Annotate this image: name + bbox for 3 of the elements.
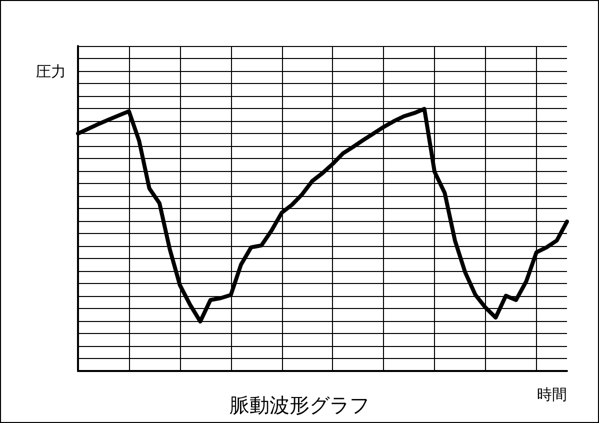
- y-axis-title: 圧力: [36, 62, 66, 80]
- text: 脈動波形グラフ: [230, 393, 370, 417]
- x-axis-title: 時間: [537, 386, 567, 404]
